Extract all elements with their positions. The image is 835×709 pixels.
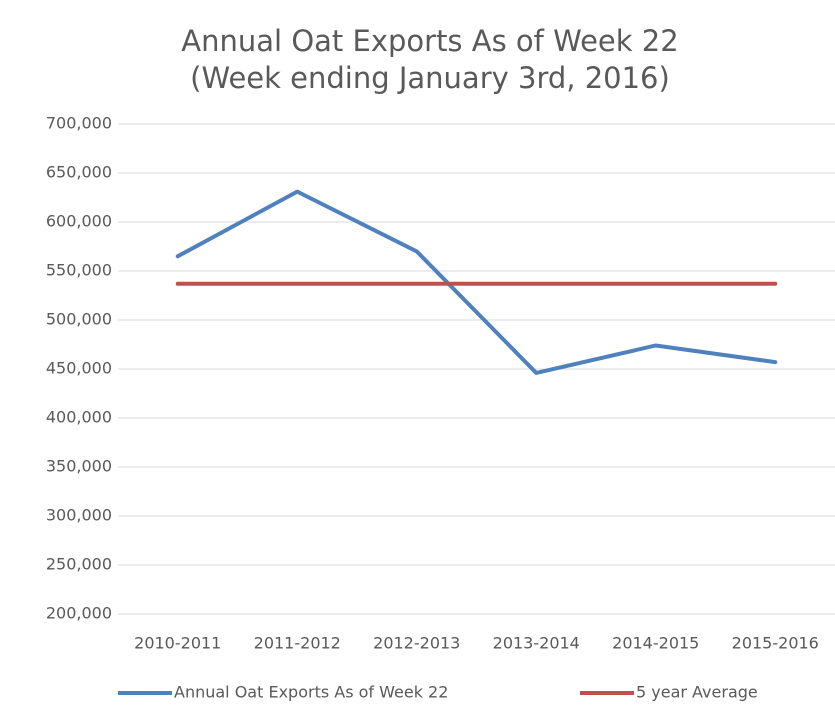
x-tick-label: 2012-2013	[373, 634, 460, 653]
y-tick-label: 500,000	[46, 310, 112, 329]
y-tick-label: 250,000	[46, 555, 112, 574]
y-tick-label: 650,000	[46, 163, 112, 182]
y-tick-label: 550,000	[46, 261, 112, 280]
x-tick-label: 2014-2015	[612, 634, 699, 653]
legend-label: Annual Oat Exports As of Week 22	[174, 683, 448, 702]
x-tick-label: 2015-2016	[732, 634, 819, 653]
series-line	[175, 189, 778, 375]
chart-subtitle: (Week ending January 3rd, 2016)	[190, 61, 670, 95]
y-tick-label: 200,000	[46, 604, 112, 623]
y-tick-label: 450,000	[46, 359, 112, 378]
y-tick-label: 600,000	[46, 212, 112, 231]
x-tick-label: 2010-2011	[134, 634, 221, 653]
y-tick-label: 700,000	[46, 114, 112, 133]
y-tick-label: 400,000	[46, 408, 112, 427]
y-tick-label: 300,000	[46, 506, 112, 525]
x-tick-label: 2011-2012	[254, 634, 341, 653]
y-tick-label: 350,000	[46, 457, 112, 476]
chart-title: Annual Oat Exports As of Week 22	[181, 24, 678, 58]
x-tick-label: 2013-2014	[493, 634, 580, 653]
legend-label: 5 year Average	[636, 683, 758, 702]
